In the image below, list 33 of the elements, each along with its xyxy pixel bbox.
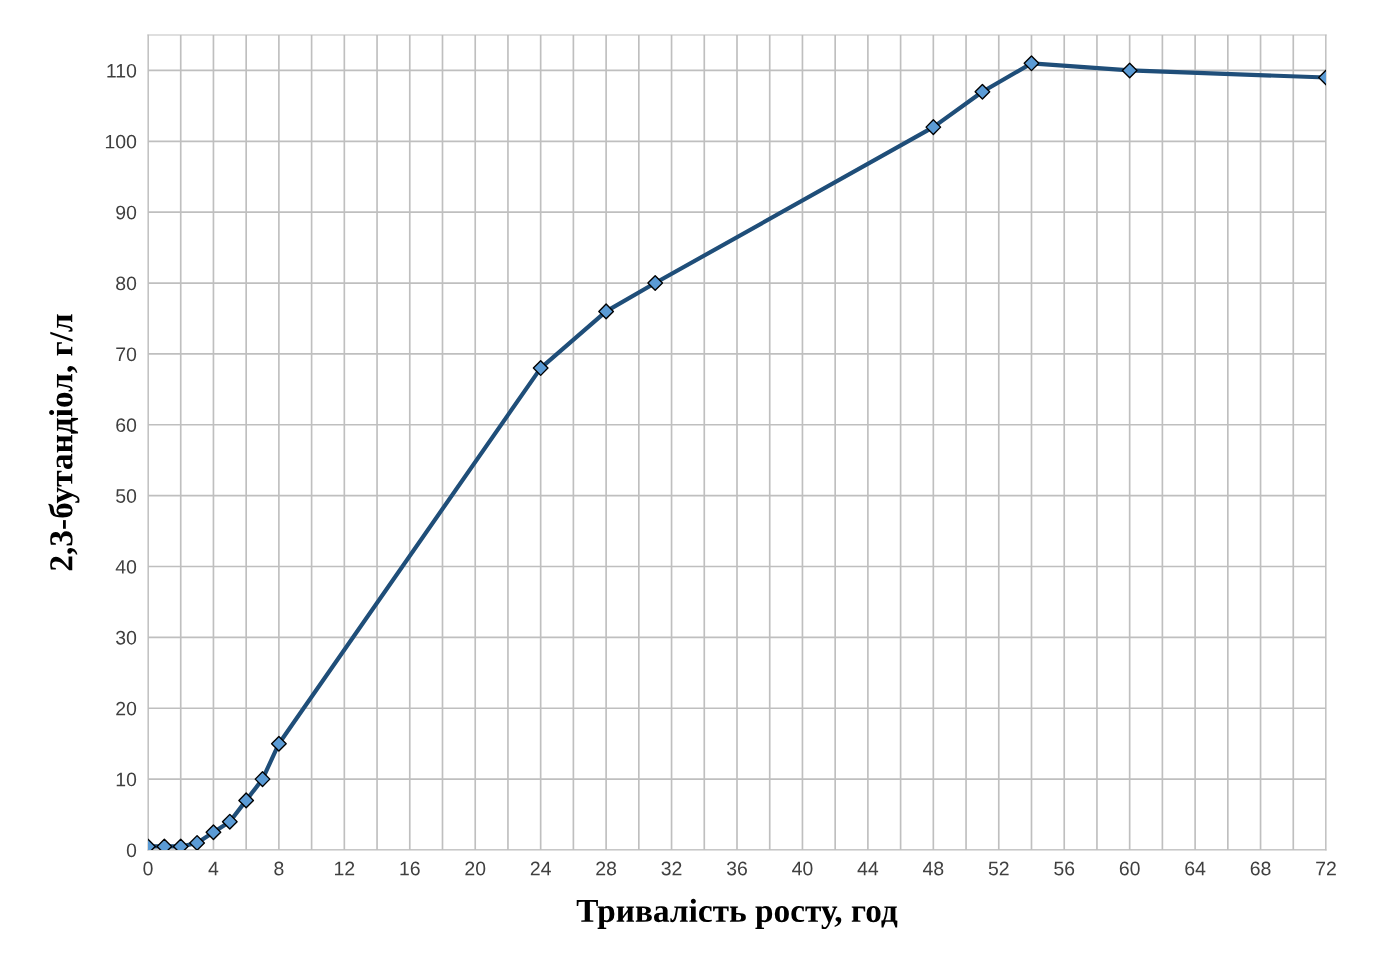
y-tick-label: 70 [116, 347, 137, 362]
x-tick-label: 16 [400, 861, 420, 876]
y-tick-label: 0 [126, 843, 137, 858]
y-tick-label: 30 [116, 630, 137, 645]
x-tick-label: 40 [792, 861, 813, 876]
y-tick-label: 40 [115, 559, 137, 574]
x-tick-label: 44 [857, 861, 879, 876]
y-tick-label: 100 [105, 134, 137, 149]
x-tick-label: 68 [1250, 861, 1271, 876]
y-axis-title: 2,3-бутандіол, г/л [48, 314, 80, 571]
y-tick-label: 90 [116, 205, 137, 220]
x-tick-label: 20 [465, 861, 486, 876]
x-tick-label: 36 [726, 861, 747, 876]
x-tick-label: 48 [922, 861, 944, 876]
x-tick-label: 12 [335, 861, 355, 876]
x-tick-label: 60 [1119, 861, 1140, 876]
x-tick-label: 4 [208, 861, 219, 876]
x-tick-label: 8 [274, 861, 284, 876]
x-tick-label: 28 [596, 861, 617, 876]
y-tick-label: 50 [116, 489, 137, 503]
x-tick-label: 32 [661, 861, 682, 876]
x-tick-label: 24 [530, 861, 551, 876]
y-tick-label: 80 [116, 276, 137, 291]
x-tick-label: 52 [988, 861, 1009, 876]
x-tick-label: 64 [1185, 861, 1206, 876]
x-axis-title: Тривалість росту, год [576, 898, 898, 929]
x-tick-label: 0 [143, 861, 153, 876]
y-tick-label: 60 [116, 418, 137, 433]
x-tick-label: 56 [1054, 861, 1075, 876]
y-tick-label: 20 [116, 701, 137, 716]
y-tick-label: 10 [116, 772, 137, 787]
y-tick-label: 110 [107, 63, 137, 78]
x-tick-label: 72 [1316, 861, 1336, 876]
